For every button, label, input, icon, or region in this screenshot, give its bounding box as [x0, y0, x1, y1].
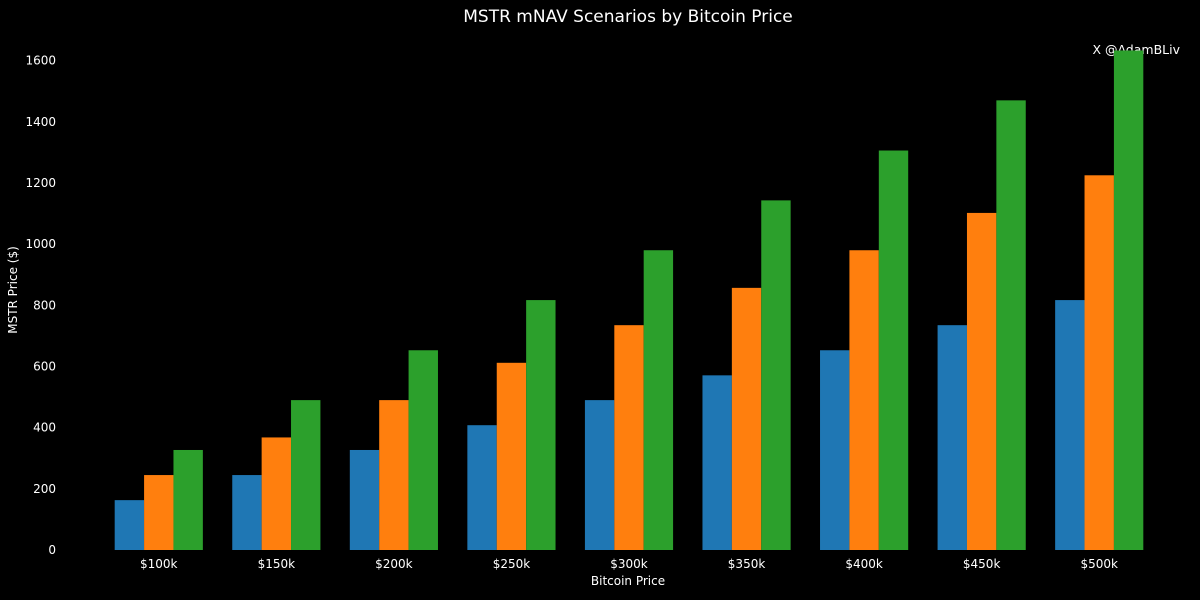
bar-100k-series-2 [144, 475, 174, 550]
bar-500k-series-1 [1055, 300, 1085, 550]
bar-400k-series-3 [878, 150, 909, 550]
bar-250k-series-3 [526, 300, 556, 550]
y-tick-label: 600 [33, 359, 56, 373]
x-tick-label: $450k [963, 557, 1001, 571]
bar-150k-series-2 [261, 437, 292, 550]
y-axis-label: MSTR Price ($) [6, 246, 20, 334]
bar-250k-series-2 [496, 362, 527, 550]
y-tick-label: 1400 [25, 115, 56, 129]
y-ticks-group: 0 200 400 600 800 1000 1200 1400 1600 [25, 54, 56, 557]
bars-group [114, 50, 1144, 551]
bar-350k-series-2 [731, 287, 762, 550]
bar-400k-series-1 [820, 350, 850, 550]
x-tick-label: $300k [610, 557, 648, 571]
bar-100k-series-3 [173, 449, 203, 550]
bar-300k-series-2 [614, 325, 644, 550]
x-tick-label: $150k [258, 557, 296, 571]
y-tick-label: 800 [33, 298, 56, 312]
bar-250k-series-1 [467, 425, 497, 550]
bar-350k-series-1 [702, 375, 732, 550]
x-ticks-group: $100k $150k $200k $250k $300k $350k $400k $450k… [140, 557, 1118, 571]
x-tick-label: $400k [845, 557, 883, 571]
chart-title: MSTR mNAV Scenarios by Bitcoin Price [463, 7, 793, 27]
y-tick-label: 1200 [25, 176, 56, 190]
bar-350k-series-3 [761, 200, 791, 550]
bar-500k-series-2 [1084, 175, 1114, 551]
bar-150k-series-3 [291, 400, 321, 550]
bar-400k-series-2 [849, 250, 879, 551]
bar-300k-series-3 [643, 250, 674, 551]
bar-450k-series-3 [996, 100, 1026, 550]
x-tick-label: $250k [493, 557, 531, 571]
x-tick-label: $200k [375, 557, 413, 571]
y-tick-label: 1000 [25, 237, 56, 251]
y-tick-label: 400 [33, 421, 56, 435]
y-tick-label: 200 [33, 482, 56, 496]
bar-200k-series-1 [349, 449, 380, 550]
x-tick-label: $350k [728, 557, 766, 571]
bar-450k-series-2 [966, 212, 997, 551]
x-axis-label: Bitcoin Price [591, 574, 665, 588]
bar-200k-series-2 [379, 400, 409, 550]
x-tick-label: $500k [1080, 557, 1118, 571]
bar-150k-series-1 [232, 475, 262, 550]
bar-450k-series-1 [937, 325, 967, 550]
y-tick-label: 1600 [25, 54, 56, 68]
x-tick-label: $100k [140, 557, 178, 571]
bar-500k-series-3 [1113, 50, 1144, 551]
bar-100k-series-1 [114, 500, 145, 550]
bar-200k-series-3 [408, 350, 438, 550]
bar-300k-series-1 [584, 400, 615, 550]
y-tick-label: 0 [48, 543, 56, 557]
